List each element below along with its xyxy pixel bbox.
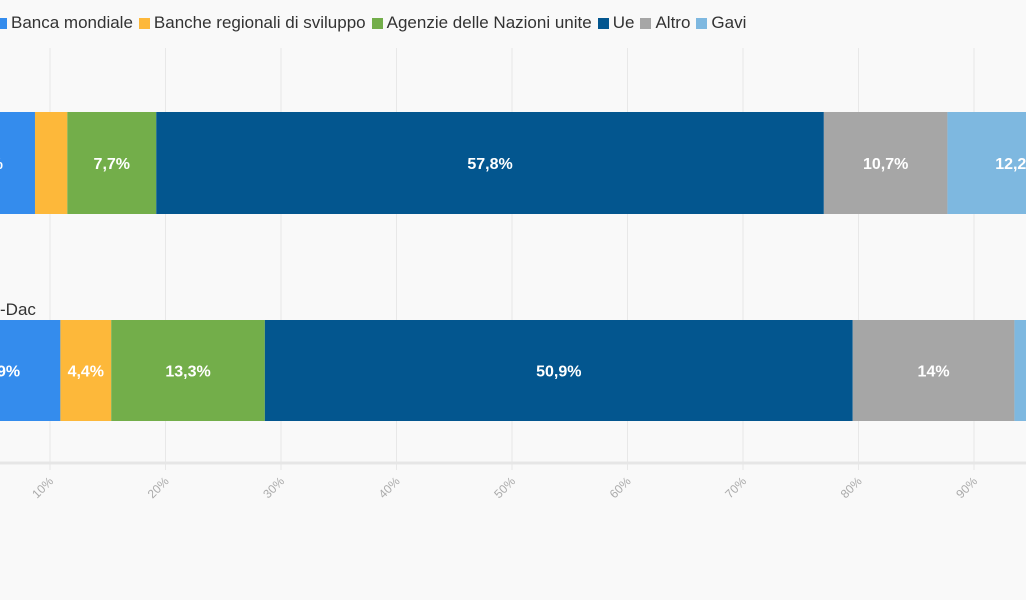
legend-label: Altro xyxy=(655,13,691,32)
bar-segment xyxy=(60,320,112,421)
legend: Banca mondiale Banche regionali di svilup… xyxy=(0,13,746,33)
data-label: 14% xyxy=(918,364,950,381)
legend-item[interactable]: Ue xyxy=(597,13,635,33)
bar-segment xyxy=(852,320,1015,421)
legend-item[interactable]: Altro xyxy=(640,13,690,33)
x-tick-label: 50% xyxy=(491,474,518,501)
legend-item[interactable]: Gavi xyxy=(696,13,746,33)
legend-swatch xyxy=(640,17,652,29)
bar-segment xyxy=(34,112,68,214)
legend-label: Gavi xyxy=(711,13,747,32)
data-label: 12,2% xyxy=(995,156,1026,173)
legend-swatch xyxy=(0,17,7,29)
data-label: 57,8% xyxy=(467,156,512,173)
legend-label: Agenzie delle Nazioni unite xyxy=(386,13,592,32)
bar-segment xyxy=(947,112,1026,214)
x-tick-label: 20% xyxy=(145,474,172,501)
bar-segment xyxy=(1014,320,1026,421)
bar-segment xyxy=(0,112,35,214)
x-tick-label: 30% xyxy=(260,474,287,501)
data-label: 10,9% xyxy=(0,364,20,381)
legend-swatch xyxy=(696,17,708,29)
legend-label: Ue xyxy=(612,13,635,32)
category-label: -Dac xyxy=(0,300,36,319)
data-label: 8,7% xyxy=(0,156,3,173)
legend-swatch xyxy=(138,17,150,29)
data-label: 7,7% xyxy=(94,156,130,173)
x-tick-label: 90% xyxy=(953,474,980,501)
x-tick-label: 70% xyxy=(722,474,749,501)
x-tick-label: 80% xyxy=(838,474,865,501)
bar-segment xyxy=(823,112,948,214)
legend-item[interactable]: Banca mondiale xyxy=(0,13,133,33)
legend-label: Banche regionali di sviluppo xyxy=(153,13,366,32)
bar-segment xyxy=(0,320,61,421)
x-tick-label: 10% xyxy=(29,474,56,501)
legend-label: Banca mondiale xyxy=(11,13,133,32)
legend-item[interactable]: Banche regionali di sviluppo xyxy=(138,13,366,33)
data-label: 50,9% xyxy=(536,364,581,381)
bar-segment xyxy=(67,112,157,214)
legend-item[interactable]: Agenzie delle Nazioni unite xyxy=(371,13,592,33)
data-label: 4,4% xyxy=(68,364,104,381)
bar-segment xyxy=(156,112,824,214)
legend-swatch xyxy=(371,17,383,29)
legend-swatch xyxy=(597,17,609,29)
data-label: 10,7% xyxy=(863,156,908,173)
x-tick-label: 40% xyxy=(376,474,403,501)
data-label: 13,3% xyxy=(165,364,210,381)
x-tick-label: 60% xyxy=(607,474,634,501)
bar-segment xyxy=(264,320,853,421)
bar-segment xyxy=(111,320,265,421)
